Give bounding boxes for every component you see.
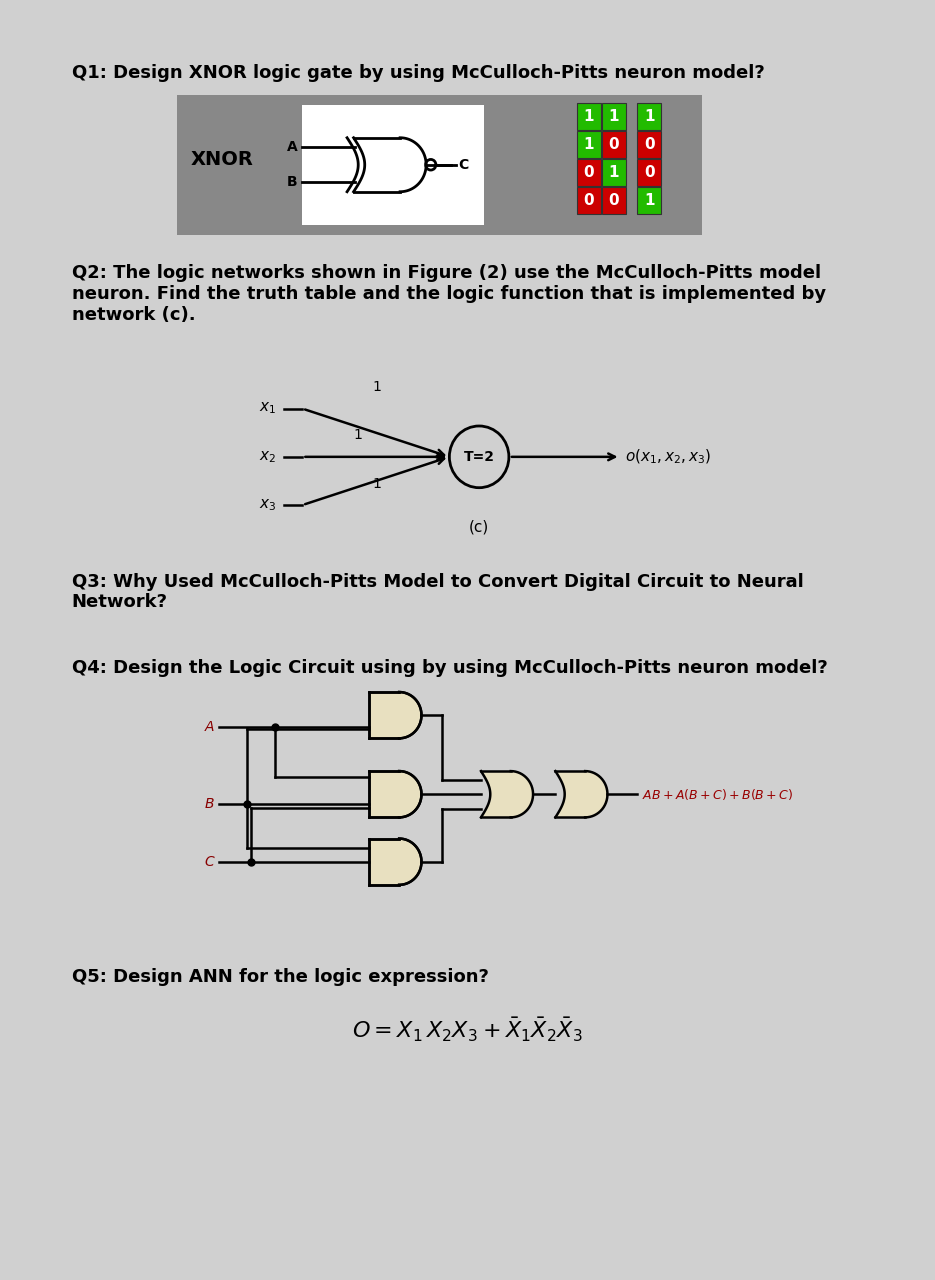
Bar bbox=[302, 105, 483, 225]
Text: $AB + A(B+C) + B(B+C)$: $AB + A(B+C) + B(B+C)$ bbox=[641, 787, 793, 801]
Text: Q3: Why Used McCulloch-Pitts Model to Convert Digital Circuit to Neural
Network?: Q3: Why Used McCulloch-Pitts Model to Co… bbox=[72, 572, 803, 612]
Text: 0: 0 bbox=[609, 137, 619, 152]
Text: $x_1$: $x_1$ bbox=[259, 401, 277, 416]
Text: 1: 1 bbox=[372, 380, 381, 394]
Polygon shape bbox=[369, 692, 422, 739]
Text: $o(x_1, x_2, x_3)$: $o(x_1, x_2, x_3)$ bbox=[626, 448, 712, 466]
Bar bbox=[577, 187, 601, 214]
Text: A: A bbox=[287, 141, 297, 155]
Text: $x_3$: $x_3$ bbox=[259, 497, 277, 513]
Bar bbox=[602, 159, 626, 186]
Bar bbox=[577, 159, 601, 186]
Text: 1: 1 bbox=[644, 193, 654, 207]
Text: Q4: Design the Logic Circuit using by using McCulloch-Pitts neuron model?: Q4: Design the Logic Circuit using by us… bbox=[72, 659, 827, 677]
Bar bbox=[602, 187, 626, 214]
Text: 1: 1 bbox=[372, 476, 381, 490]
Text: 0: 0 bbox=[583, 165, 594, 180]
Text: Q1: Design XNOR logic gate by using McCulloch-Pitts neuron model?: Q1: Design XNOR logic gate by using McCu… bbox=[72, 64, 765, 82]
Text: A: A bbox=[205, 719, 214, 733]
Text: 1: 1 bbox=[583, 137, 594, 152]
Bar bbox=[638, 187, 661, 214]
Text: C: C bbox=[205, 855, 214, 869]
Bar bbox=[638, 131, 661, 157]
Text: 0: 0 bbox=[644, 137, 654, 152]
Text: B: B bbox=[205, 797, 214, 812]
Text: (c): (c) bbox=[469, 520, 489, 535]
Polygon shape bbox=[369, 771, 422, 818]
Bar bbox=[638, 104, 661, 131]
Text: $x_2$: $x_2$ bbox=[259, 449, 277, 465]
Text: 0: 0 bbox=[583, 193, 594, 207]
Polygon shape bbox=[369, 838, 422, 884]
Text: 0: 0 bbox=[644, 165, 654, 180]
Text: 1: 1 bbox=[609, 109, 619, 124]
Bar bbox=[577, 131, 601, 157]
Text: XNOR: XNOR bbox=[191, 151, 253, 169]
Text: Q2: The logic networks shown in Figure (2) use the McCulloch-Pitts model
neuron.: Q2: The logic networks shown in Figure (… bbox=[72, 264, 826, 324]
Text: 1: 1 bbox=[583, 109, 594, 124]
Text: B: B bbox=[287, 175, 297, 189]
Text: 1: 1 bbox=[353, 429, 363, 443]
Text: 1: 1 bbox=[609, 165, 619, 180]
Bar bbox=[602, 131, 626, 157]
Text: $O = X_1\, X_2 X_3 + \bar{X}_1\bar{X}_2\bar{X}_3$: $O = X_1\, X_2 X_3 + \bar{X}_1\bar{X}_2\… bbox=[352, 1016, 583, 1044]
Bar bbox=[577, 104, 601, 131]
Text: Q5: Design ANN for the logic expression?: Q5: Design ANN for the logic expression? bbox=[72, 968, 489, 986]
Polygon shape bbox=[555, 771, 608, 818]
Bar bbox=[177, 95, 702, 236]
Text: 1: 1 bbox=[644, 109, 654, 124]
Text: C: C bbox=[459, 157, 469, 172]
Bar bbox=[602, 104, 626, 131]
Polygon shape bbox=[481, 771, 533, 818]
Bar bbox=[638, 159, 661, 186]
Text: T=2: T=2 bbox=[464, 449, 495, 463]
Text: 0: 0 bbox=[609, 193, 619, 207]
